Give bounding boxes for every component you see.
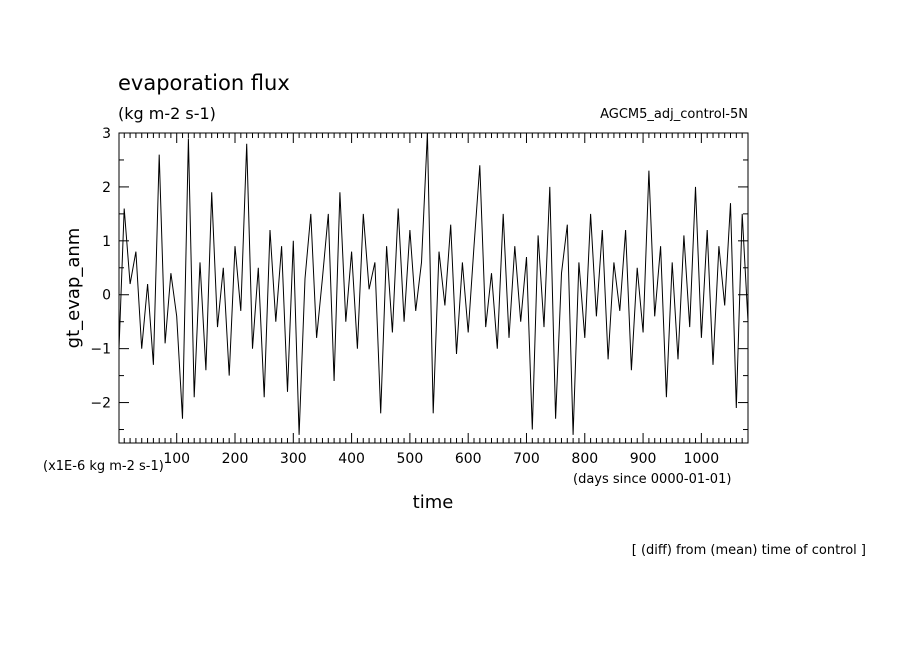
x-tick-label: 200 [222, 451, 249, 467]
chart-title: evaporation flux [118, 71, 290, 95]
x-tick-label: 100 [163, 451, 190, 467]
y-tick-label: 0 [102, 288, 111, 304]
x-tick-label: 400 [338, 451, 365, 467]
x-tick-label: 800 [571, 451, 598, 467]
y-axis-title: gt_evap_anm [63, 228, 84, 349]
x-tick-label: 700 [513, 451, 540, 467]
series-layer [118, 132, 749, 435]
y-tick-label: 3 [102, 126, 111, 142]
experiment-label: AGCM5_adj_control-5N [600, 107, 748, 122]
y-unit-note: (x1E-6 kg m-2 s-1) [43, 459, 164, 474]
x-tick-label: 500 [397, 451, 424, 467]
x-tick-label: 300 [280, 451, 307, 467]
y-tick-label: −2 [90, 396, 111, 412]
y-tick-label: −1 [90, 342, 111, 358]
x-tick-label: 600 [455, 451, 482, 467]
x-tick-label: 900 [630, 451, 657, 467]
x-unit-note: (days since 0000-01-01) [573, 472, 731, 487]
chart-units: (kg m-2 s-1) [118, 104, 216, 123]
series-line [118, 132, 749, 435]
x-minor-ticks [123, 133, 743, 443]
x-tick-label: 1000 [684, 451, 720, 467]
x-major-ticks: 100 200 300 400 500 600 700 800 900 1000 [163, 133, 719, 467]
y-tick-label: 1 [102, 234, 111, 250]
y-tick-label: 2 [102, 180, 111, 196]
x-axis-title: time [413, 492, 454, 513]
y-ticks: −2 −1 0 1 2 3 [90, 126, 748, 431]
footnote: [ (diff) from (mean) time of control ] [632, 543, 866, 558]
